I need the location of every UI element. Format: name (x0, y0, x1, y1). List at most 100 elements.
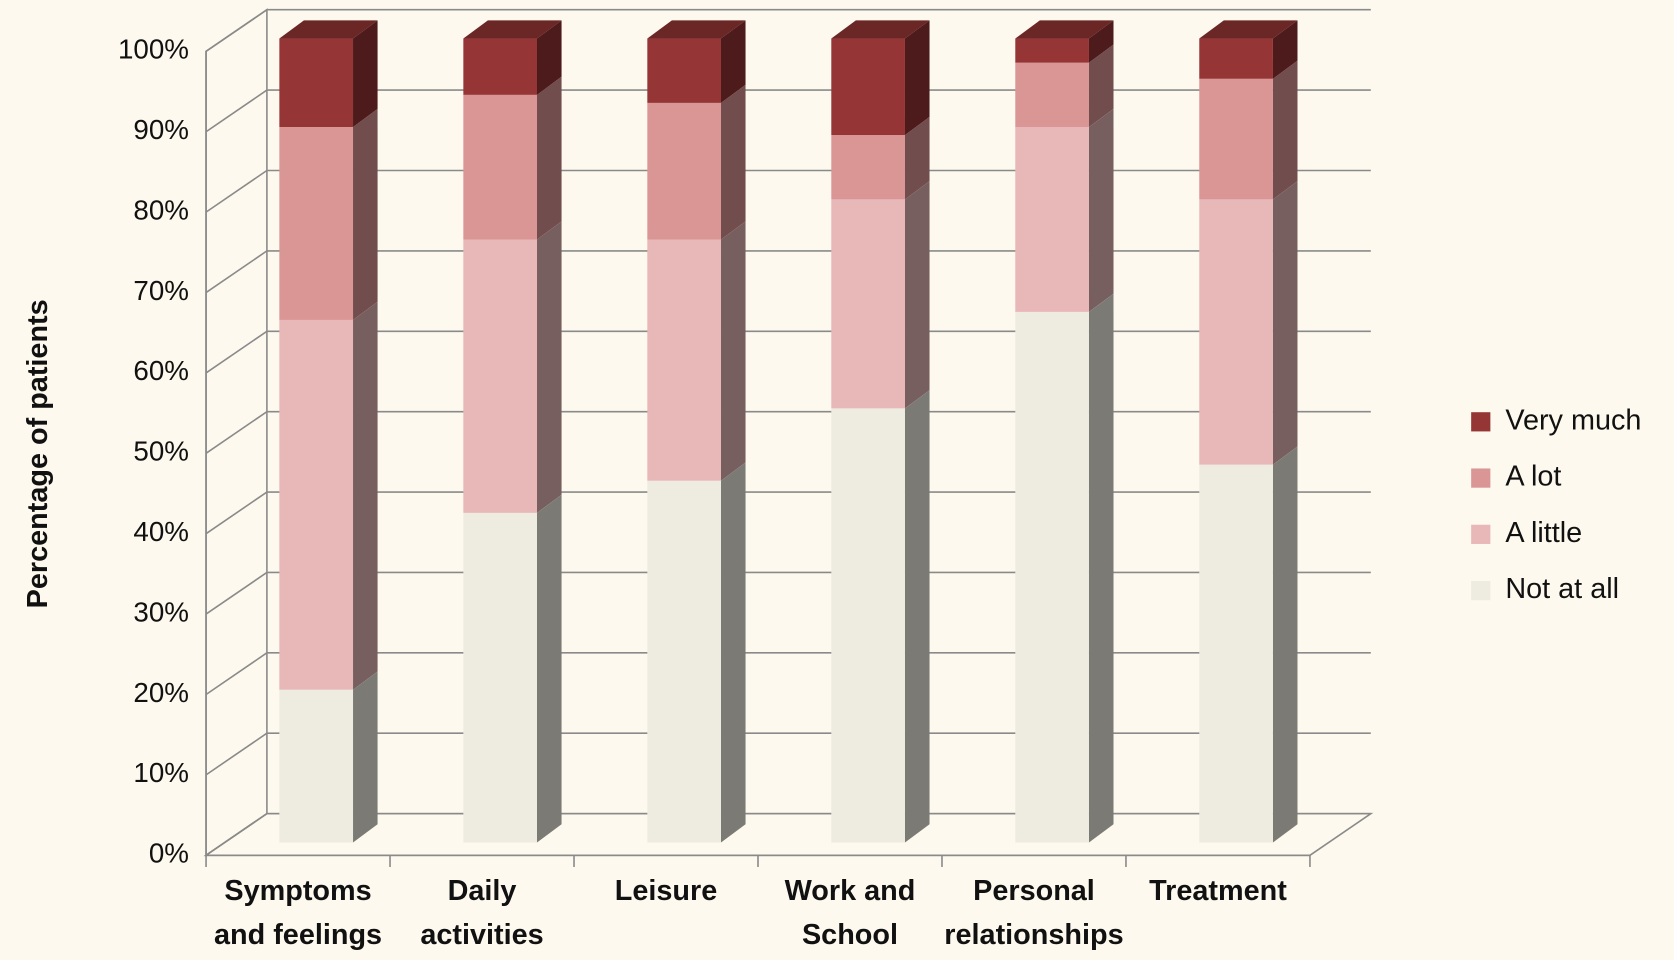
grid-line (205, 250, 1371, 294)
y-tick-label: 70% (133, 275, 189, 306)
bar (831, 135, 905, 200)
bar-side (904, 20, 930, 136)
bar-side (1088, 44, 1114, 127)
bar (647, 480, 721, 843)
bar-side (904, 390, 930, 843)
bar-top (1015, 20, 1114, 39)
bar (1015, 62, 1089, 127)
bar-side (1088, 293, 1114, 843)
bar (279, 126, 354, 320)
bar (831, 199, 905, 409)
floor (203, 812, 1374, 857)
grid-line (205, 8, 1371, 53)
bar-side (353, 301, 378, 690)
x-tick-label: Treatment (1149, 875, 1287, 907)
bar-side (353, 671, 378, 843)
y-tick-label: 50% (133, 436, 189, 467)
bar (647, 102, 721, 240)
bar-side (537, 20, 562, 95)
grid-line (205, 571, 1371, 615)
bar-side (1272, 446, 1298, 843)
bar (463, 94, 538, 240)
bar (831, 38, 905, 136)
y-tick-label: 90% (133, 114, 189, 145)
legend-label: A little (1505, 517, 1582, 549)
bar-side (1272, 60, 1298, 200)
bar-side (904, 181, 930, 409)
y-tick-label: 80% (133, 194, 189, 225)
bar-side (904, 116, 930, 200)
bar-side (353, 108, 378, 320)
x-tick-label-line: Treatment (1149, 875, 1287, 907)
y-tick-label: 30% (133, 596, 189, 627)
x-tick-label-line: School (802, 919, 898, 951)
x-tick-label: Daily activities (420, 875, 543, 951)
bar-side (1088, 20, 1114, 63)
grid-line (205, 330, 1371, 374)
bar-side (1272, 20, 1298, 79)
x-tick-label: Personal relationships (944, 875, 1123, 951)
bar (463, 512, 538, 843)
x-tick-label-line: Personal (973, 875, 1095, 907)
y-tick-label: 10% (133, 757, 189, 788)
bar-side (537, 76, 562, 240)
legend-label: Not at all (1505, 573, 1619, 605)
bar (1199, 464, 1273, 843)
y-tick-label: 100% (118, 34, 189, 65)
bar (1199, 38, 1273, 79)
bar-side (537, 494, 562, 843)
legend-label: A lot (1505, 461, 1561, 493)
bar (1015, 311, 1089, 843)
bar-side (720, 462, 746, 843)
bar (647, 239, 721, 481)
y-tick-label: 60% (133, 355, 189, 386)
bar-side (1088, 108, 1114, 312)
bar-side (353, 20, 378, 127)
grid-line (205, 652, 1371, 696)
grid-line (205, 732, 1371, 776)
bar (1015, 126, 1089, 312)
bar-top (463, 20, 562, 39)
grid-line (205, 410, 1371, 454)
bar-side (720, 20, 746, 103)
legend-swatch (1471, 580, 1491, 601)
bar (1199, 78, 1273, 200)
bar-side (720, 84, 746, 240)
y-tick-label: 0% (149, 838, 189, 869)
legend-swatch (1471, 412, 1491, 432)
x-tick-label: Symptoms and feelings (214, 875, 382, 951)
bar (463, 239, 538, 513)
grid-line (205, 169, 1371, 213)
x-tick-label-line: Work and (785, 875, 916, 907)
x-tick-label-line: relationships (944, 919, 1123, 951)
bar (1015, 38, 1089, 63)
grid-line (205, 812, 1371, 856)
grid-line (205, 89, 1371, 133)
x-tick-label-line: Leisure (615, 875, 718, 907)
bar-top (1199, 20, 1298, 39)
y-tick-label: 40% (133, 516, 189, 547)
bar-side (720, 221, 746, 481)
grid-line (205, 491, 1371, 535)
bar-side (1272, 181, 1298, 465)
x-tick-label: Leisure (615, 875, 718, 907)
bar-top (647, 20, 746, 39)
bar (831, 408, 905, 843)
y-tick-label: 20% (133, 677, 189, 708)
legend-swatch (1471, 468, 1491, 488)
x-tick-label-line: Daily (448, 875, 517, 907)
bar (279, 689, 354, 843)
bar (279, 319, 354, 690)
x-tick-label-line: Symptoms (224, 875, 371, 907)
x-tick-label-line: activities (420, 919, 543, 951)
x-tick-label: Work and School (785, 875, 916, 951)
legend-swatch (1471, 524, 1491, 544)
bar-top (279, 20, 378, 39)
legend-label: Very much (1505, 404, 1641, 436)
bar (647, 38, 721, 103)
bar-side (537, 221, 562, 513)
bar (1199, 199, 1273, 465)
y-axis-label: Percentage of patients (22, 299, 54, 608)
bar (279, 38, 354, 127)
